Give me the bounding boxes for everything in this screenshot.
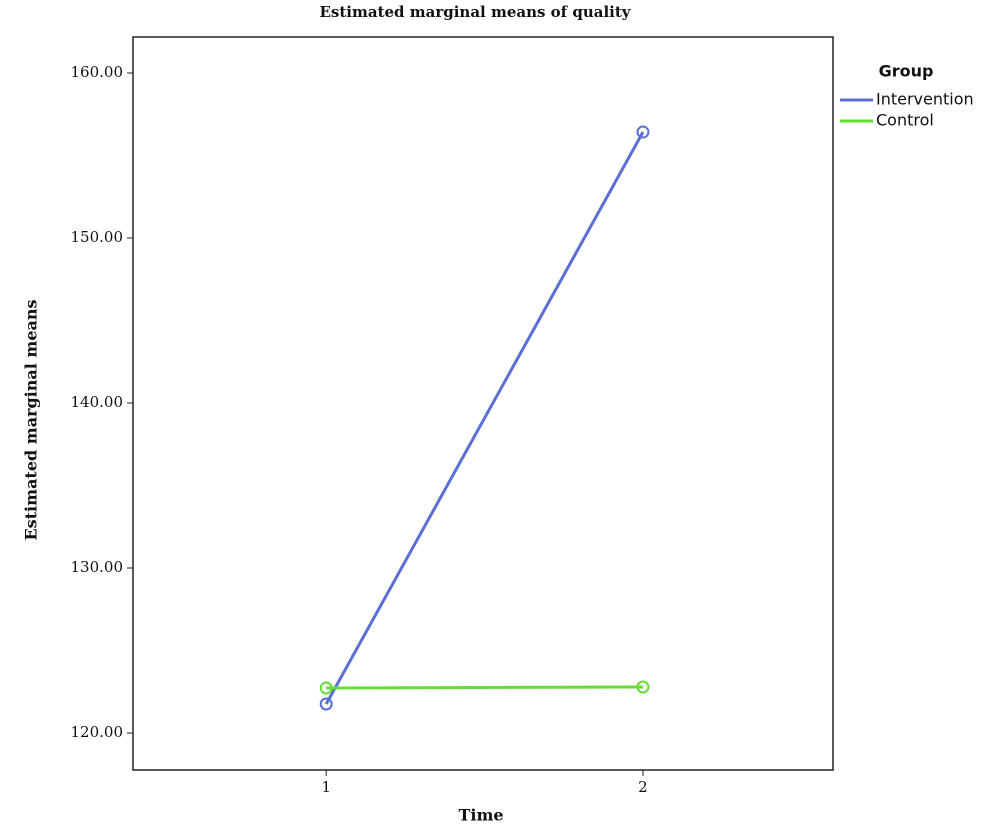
x-axis-title: Time <box>458 806 503 825</box>
legend-title: Group <box>879 62 934 81</box>
x-tick-label: 2 <box>638 778 648 796</box>
chart-title: Estimated marginal means of quality <box>319 3 631 21</box>
y-axis-title: Estimated marginal means <box>22 299 41 540</box>
point-marker <box>319 697 333 711</box>
y-tick-label: 150.00 <box>71 228 124 246</box>
point-marker <box>319 681 333 695</box>
y-tick-label: 160.00 <box>71 63 124 81</box>
legend-label: Intervention <box>876 90 974 109</box>
series-line <box>326 685 643 690</box>
x-tick-label: 1 <box>321 778 331 796</box>
y-tick-label: 120.00 <box>71 723 124 741</box>
plot-frame <box>132 36 834 771</box>
point-marker <box>636 125 650 139</box>
point-marker <box>636 680 650 694</box>
y-tick-label: 140.00 <box>71 393 124 411</box>
series-line <box>324 131 645 705</box>
y-tick-label: 130.00 <box>71 558 124 576</box>
legend-label: Control <box>876 111 934 130</box>
